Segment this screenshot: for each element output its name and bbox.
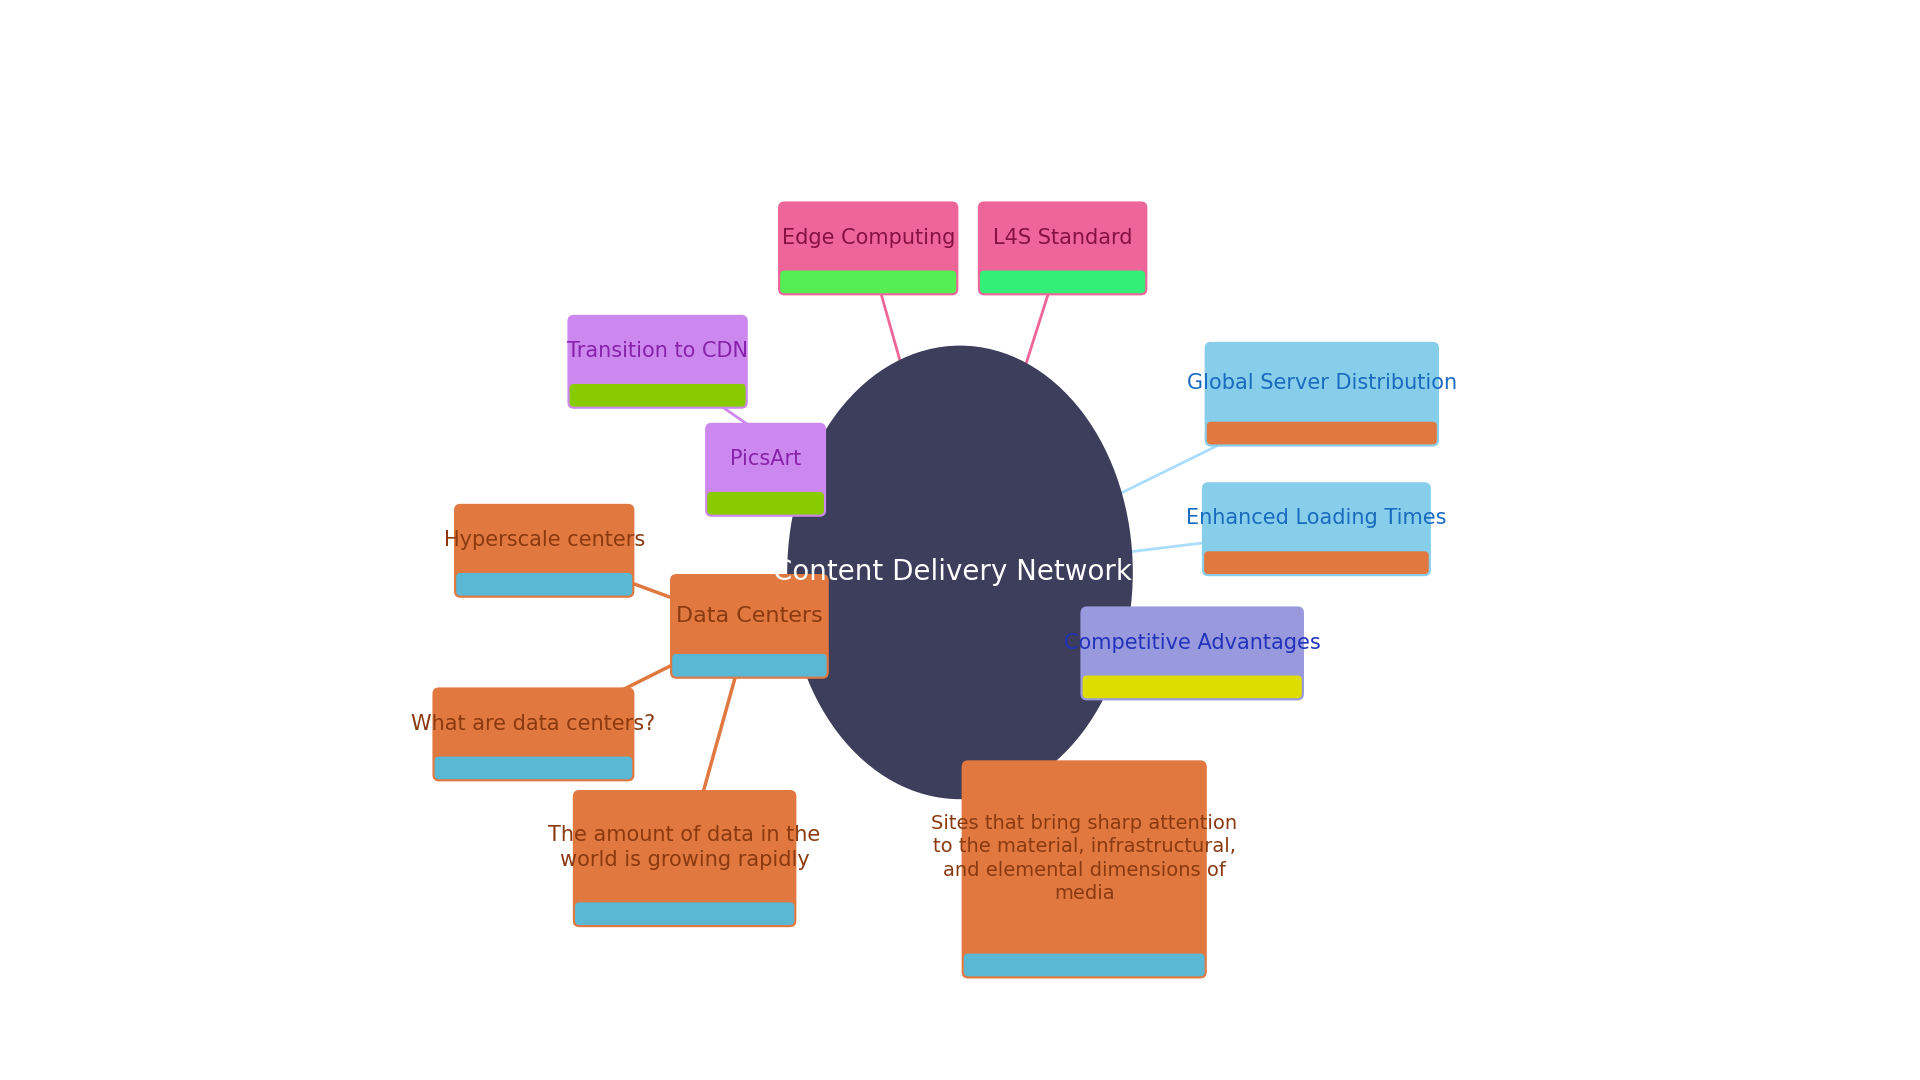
Text: Content Delivery Networks: Content Delivery Networks <box>774 558 1146 586</box>
FancyBboxPatch shape <box>432 687 634 782</box>
Text: Edge Computing: Edge Computing <box>781 228 954 247</box>
Ellipse shape <box>787 346 1133 799</box>
Text: Data Centers: Data Centers <box>676 606 824 625</box>
FancyBboxPatch shape <box>572 791 797 927</box>
FancyBboxPatch shape <box>1208 421 1436 445</box>
FancyBboxPatch shape <box>979 270 1144 293</box>
Text: Transition to CDN: Transition to CDN <box>566 341 749 361</box>
FancyBboxPatch shape <box>574 903 795 924</box>
Text: Competitive Advantages: Competitive Advantages <box>1064 633 1321 652</box>
FancyBboxPatch shape <box>964 954 1204 976</box>
FancyBboxPatch shape <box>962 760 1208 978</box>
Text: L4S Standard: L4S Standard <box>993 228 1133 247</box>
FancyBboxPatch shape <box>1204 341 1438 446</box>
Text: Hyperscale centers: Hyperscale centers <box>444 530 645 550</box>
FancyBboxPatch shape <box>1083 676 1302 698</box>
FancyBboxPatch shape <box>977 201 1148 295</box>
FancyBboxPatch shape <box>457 572 632 596</box>
FancyBboxPatch shape <box>705 423 826 517</box>
Text: PicsArt: PicsArt <box>730 449 801 469</box>
FancyBboxPatch shape <box>1204 551 1428 575</box>
FancyBboxPatch shape <box>778 201 958 295</box>
FancyBboxPatch shape <box>707 492 824 515</box>
FancyBboxPatch shape <box>1081 607 1304 700</box>
Text: The amount of data in the
world is growing rapidly: The amount of data in the world is growi… <box>549 825 820 870</box>
FancyBboxPatch shape <box>434 756 632 780</box>
FancyBboxPatch shape <box>570 383 745 406</box>
Text: Sites that bring sharp attention
to the material, infrastructural,
and elemental: Sites that bring sharp attention to the … <box>931 814 1236 903</box>
FancyBboxPatch shape <box>568 314 747 408</box>
Text: Global Server Distribution: Global Server Distribution <box>1187 374 1457 393</box>
FancyBboxPatch shape <box>672 653 828 676</box>
FancyBboxPatch shape <box>1202 482 1430 576</box>
FancyBboxPatch shape <box>670 575 829 679</box>
Text: Enhanced Loading Times: Enhanced Loading Times <box>1187 509 1446 528</box>
FancyBboxPatch shape <box>780 270 956 293</box>
FancyBboxPatch shape <box>453 503 634 597</box>
Text: What are data centers?: What are data centers? <box>411 714 655 733</box>
